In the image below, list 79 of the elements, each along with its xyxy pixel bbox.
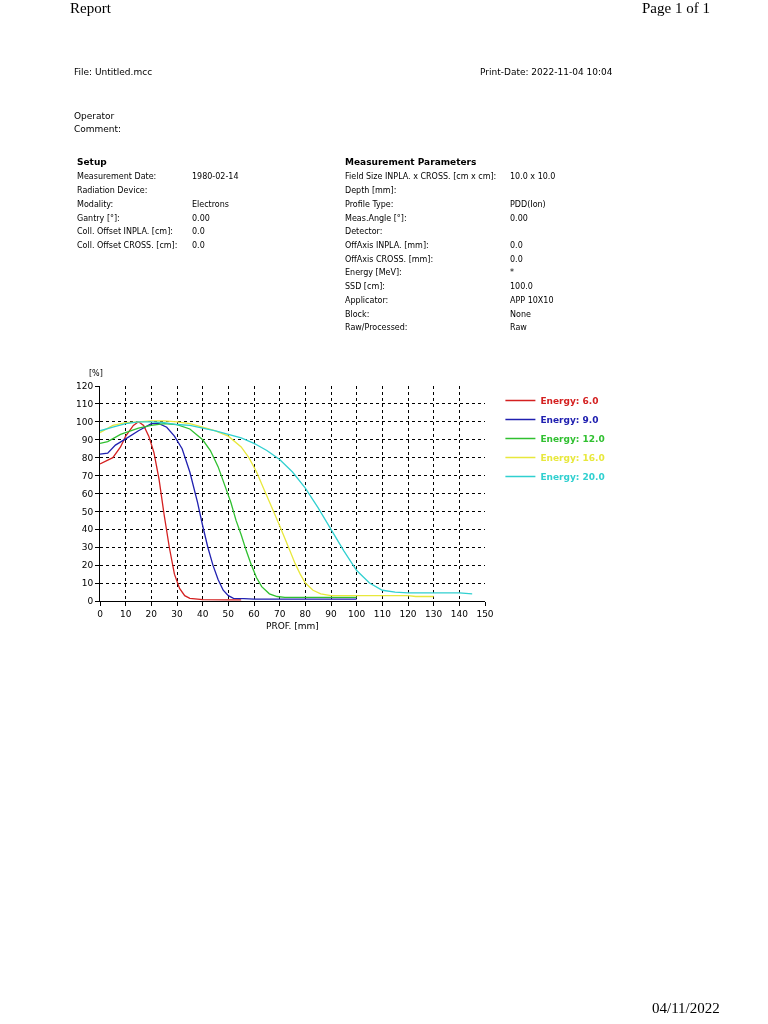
x-tick-label: 30 [171,608,183,619]
text: Raw [510,323,528,332]
text: Block: [345,310,370,319]
x-tick-label: 80 [299,608,312,619]
text: Field Size INPLA. x CROSS. [cm x cm]: [345,172,497,181]
x-tick-label: 50 [222,608,235,619]
y-tick-label: 60 [81,488,94,499]
text: PDD(Ion) [510,200,546,209]
x-tick-label: 20 [145,608,158,619]
x-tick-label: 40 [196,608,209,619]
text: Measurement Parameters [345,157,477,167]
x-tick-label: 120 [399,608,417,619]
y-tick-label: 90 [81,434,94,445]
x-tick-label: 0 [97,608,104,619]
y-tick-label: 110 [76,399,94,410]
text: 0.0 [510,241,523,250]
text: Measurement Date: [77,172,157,181]
legend-label: Energy: 20.0 [540,472,605,483]
text: 1980-02-14 [192,172,239,181]
text: Electrons [192,200,229,209]
text: Setup [77,157,108,167]
text: Profile Type: [345,200,394,209]
x-tick-label: 130 [425,608,443,619]
text: 10.0 x 10.0 [510,172,556,181]
text: APP 10X10 [510,296,554,305]
text: Print-Date: 2022-11-04 10:04 [480,67,613,77]
x-tick-label: 110 [373,608,392,619]
legend-label: Energy: 16.0 [540,453,605,464]
line-series [100,421,242,601]
chart-title: Report [70,0,112,17]
text: Meas.Angle [°]: [345,214,407,223]
text: Radiation Device: [77,186,148,195]
text: Comment: [74,124,122,134]
y-tick-label: 50 [81,506,94,517]
y-tick-label: 80 [81,452,94,463]
x-tick-label: 100 [348,608,366,619]
text: SSD [cm]: [345,282,385,291]
text: OffAxis INPLA. [mm]: [345,241,429,250]
legend-label: Energy: 12.0 [540,434,605,445]
x-tick-label: 10 [119,608,132,619]
text: Modality: [77,200,114,209]
text: Depth [mm]: [345,186,397,195]
text: 100.0 [510,282,533,291]
text: * [510,268,514,277]
text: 0.0 [192,227,205,236]
y-tick-label: 30 [81,542,94,553]
text: 0.00 [510,214,528,223]
legend-label: Energy: 6.0 [540,396,599,407]
text: 0.00 [192,214,210,223]
text: Page 1 of 1 [642,0,710,16]
text: None [510,310,531,319]
x-tick-label: 70 [273,608,286,619]
text: 0.0 [192,241,205,250]
legend-label: Energy: 9.0 [540,415,599,426]
y-tick-label: 10 [81,578,94,589]
text: Operator [74,111,115,121]
y-tick-label: 40 [81,524,94,535]
x-tick-label: 140 [450,608,469,619]
text: Raw/Processed: [345,323,408,332]
text: Coll. Offset INPLA. [cm]: [77,227,173,236]
text: OffAxis CROSS. [mm]: [345,255,434,264]
text: Gantry [°]: [77,214,120,223]
y-axis-title: [%] [89,369,103,378]
text: File: Untitled.mcc [74,67,153,77]
text: 04/11/2022 [652,1000,720,1016]
text: Applicator: [345,296,389,305]
x-tick-label: 150 [476,608,494,619]
y-tick-label: 120 [76,381,94,392]
y-tick-label: 20 [81,560,94,571]
x-axis-title: PROF. [mm] [266,620,319,631]
x-tick-label: 90 [325,608,337,619]
y-tick-label: 70 [81,470,94,481]
text: 0.0 [510,255,523,264]
text: Detector: [345,227,383,236]
y-tick-label: 0 [87,596,94,607]
x-tick-label: 60 [248,608,260,619]
text: Energy [MeV]: [345,268,402,277]
text: Coll. Offset CROSS. [cm]: [77,241,178,250]
y-tick-label: 100 [76,416,94,427]
